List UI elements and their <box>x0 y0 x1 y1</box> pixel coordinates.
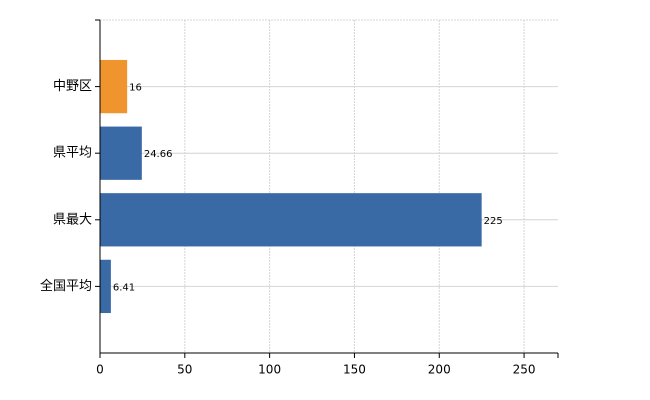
value-label: 6.41 <box>113 282 135 293</box>
y-tick-label: 全国平均 <box>40 278 92 294</box>
x-tick-label: 200 <box>428 363 451 377</box>
y-tick-label: 県平均 <box>53 146 92 161</box>
bar <box>100 126 142 180</box>
value-label: 225 <box>484 216 503 227</box>
value-label: 24.66 <box>144 149 173 160</box>
x-tick-label: 100 <box>258 363 281 377</box>
bar <box>100 193 482 247</box>
x-tick-label: 250 <box>513 363 536 377</box>
value-label: 16 <box>129 83 142 94</box>
bar <box>100 259 111 314</box>
x-tick-label: 50 <box>177 363 192 377</box>
bar <box>100 59 128 114</box>
x-tick-label: 0 <box>96 363 104 377</box>
x-tick-label: 150 <box>343 363 366 377</box>
y-tick-label: 県最大 <box>53 212 92 227</box>
y-tick-label: 中野区 <box>53 79 92 94</box>
